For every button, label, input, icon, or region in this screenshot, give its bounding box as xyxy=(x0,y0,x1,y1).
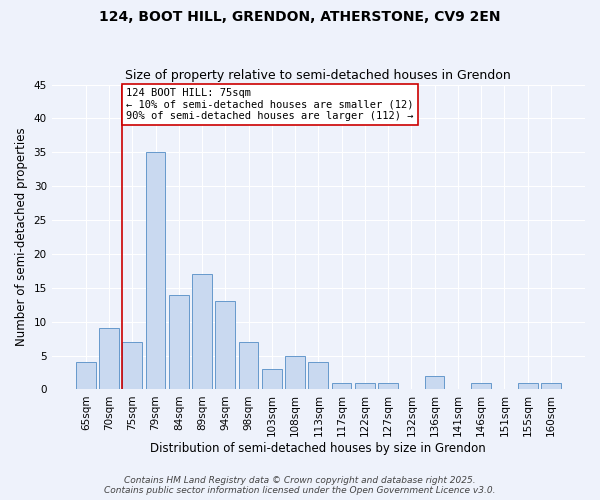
Bar xyxy=(518,382,538,390)
Bar xyxy=(541,382,561,390)
Bar xyxy=(239,342,259,390)
Title: Size of property relative to semi-detached houses in Grendon: Size of property relative to semi-detach… xyxy=(125,69,511,82)
Bar xyxy=(169,294,188,390)
Bar xyxy=(262,369,282,390)
Text: 124, BOOT HILL, GRENDON, ATHERSTONE, CV9 2EN: 124, BOOT HILL, GRENDON, ATHERSTONE, CV9… xyxy=(99,10,501,24)
Bar xyxy=(285,356,305,390)
Text: Contains HM Land Registry data © Crown copyright and database right 2025.
Contai: Contains HM Land Registry data © Crown c… xyxy=(104,476,496,495)
Bar xyxy=(192,274,212,390)
Bar xyxy=(122,342,142,390)
Bar xyxy=(378,382,398,390)
Bar xyxy=(99,328,119,390)
Bar xyxy=(425,376,445,390)
Bar xyxy=(471,382,491,390)
Bar xyxy=(355,382,375,390)
Text: 124 BOOT HILL: 75sqm
← 10% of semi-detached houses are smaller (12)
90% of semi-: 124 BOOT HILL: 75sqm ← 10% of semi-detac… xyxy=(126,88,413,121)
Bar xyxy=(308,362,328,390)
Bar xyxy=(215,302,235,390)
X-axis label: Distribution of semi-detached houses by size in Grendon: Distribution of semi-detached houses by … xyxy=(151,442,486,455)
Y-axis label: Number of semi-detached properties: Number of semi-detached properties xyxy=(15,128,28,346)
Bar xyxy=(146,152,166,390)
Bar xyxy=(76,362,95,390)
Bar xyxy=(332,382,352,390)
